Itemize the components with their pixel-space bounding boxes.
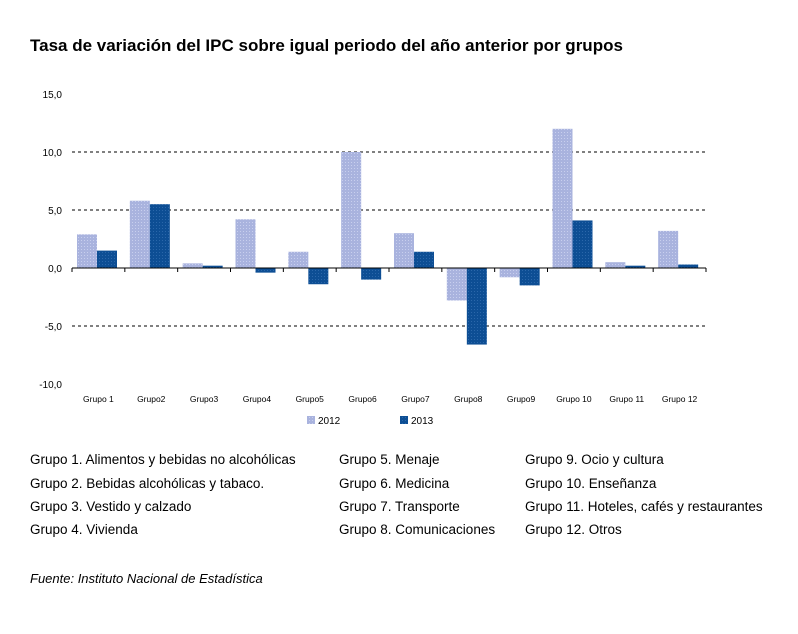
group-description: Grupo 10. Enseñanza (525, 476, 657, 491)
y-tick-label: -10,0 (39, 380, 62, 391)
x-tick-label: Grupo5 (296, 394, 325, 404)
bar-2013-8 (466, 268, 487, 345)
x-tick-label: Grupo 1 (83, 394, 114, 404)
legend-label-2012: 2012 (318, 416, 341, 427)
y-tick-label: 0,0 (48, 264, 62, 275)
x-tick-label: Grupo 11 (609, 394, 644, 404)
bar-2013-9 (519, 268, 540, 286)
group-description: Grupo 6. Medicina (339, 476, 450, 491)
bar-2013-1 (97, 250, 117, 268)
x-tick-label: Grupo2 (137, 394, 166, 404)
source-note: Fuente: Instituto Nacional de Estadístic… (30, 571, 263, 586)
bar-2012-12 (658, 230, 679, 268)
group-description: Grupo 8. Comunicaciones (339, 522, 496, 537)
bar-2012-6 (341, 152, 362, 268)
x-tick-label: Grupo7 (401, 394, 430, 404)
bar-2013-4 (255, 268, 276, 273)
chart-title: Tasa de variación del IPC sobre igual pe… (30, 36, 623, 55)
y-tick-label: 10,0 (43, 148, 63, 159)
bar-2012-4 (235, 219, 256, 268)
x-tick-label: Grupo9 (507, 394, 536, 404)
group-description: Grupo 2. Bebidas alcohólicas y tabaco. (30, 476, 265, 491)
group-description: Grupo 3. Vestido y calzado (30, 499, 192, 514)
group-description: Grupo 9. Ocio y cultura (525, 452, 664, 467)
bar-2013-7 (414, 251, 434, 268)
bar-2012-8 (446, 268, 467, 301)
bar-2013-10 (572, 220, 593, 268)
bar-2013-2 (149, 204, 170, 268)
group-description: Grupo 5. Menaje (339, 452, 440, 467)
bar-chart: 15,0 10,0 5,0 0,0 -5,0 -10,0 Grupo 1 Grupo2 Gru… (39, 90, 707, 427)
legend-swatch-2012 (307, 416, 315, 424)
bar-2013-12 (678, 264, 699, 268)
group-description: Grupo 7. Transporte (339, 499, 460, 514)
bar-2012-7 (394, 233, 414, 268)
bar-2013-6 (361, 268, 382, 280)
bar-2012-10 (552, 128, 573, 268)
bar-2012-1 (77, 234, 97, 268)
group-description: Grupo 1. Alimentos y bebidas no alcohóli… (30, 452, 296, 467)
x-tick-label: Grupo 10 (556, 394, 592, 404)
bar-2013-3 (202, 265, 223, 268)
group-description: Grupo 4. Vivienda (30, 522, 138, 537)
x-tick-label: Grupo 12 (662, 394, 698, 404)
y-tick-label: 15,0 (43, 90, 63, 101)
bar-2012-3 (182, 263, 203, 268)
y-tick-label: 5,0 (48, 206, 62, 217)
x-tick-label: Grupo3 (190, 394, 219, 404)
bar-2013-5 (308, 268, 329, 285)
bar-2013-11 (625, 265, 646, 268)
x-tick-label: Grupo8 (454, 394, 483, 404)
y-tick-label: -5,0 (45, 322, 63, 333)
legend-label-2013: 2013 (411, 416, 434, 427)
x-tick-label: Grupo6 (348, 394, 377, 404)
bar-2012-2 (129, 200, 150, 268)
bar-2012-11 (605, 262, 626, 268)
group-description: Grupo 12. Otros (525, 522, 622, 537)
bar-2012-5 (288, 251, 309, 268)
group-description: Grupo 11. Hoteles, cafés y restaurantes (525, 499, 763, 514)
x-tick-label: Grupo4 (243, 394, 272, 404)
legend-swatch-2013 (400, 416, 408, 424)
bar-2012-9 (499, 268, 520, 278)
